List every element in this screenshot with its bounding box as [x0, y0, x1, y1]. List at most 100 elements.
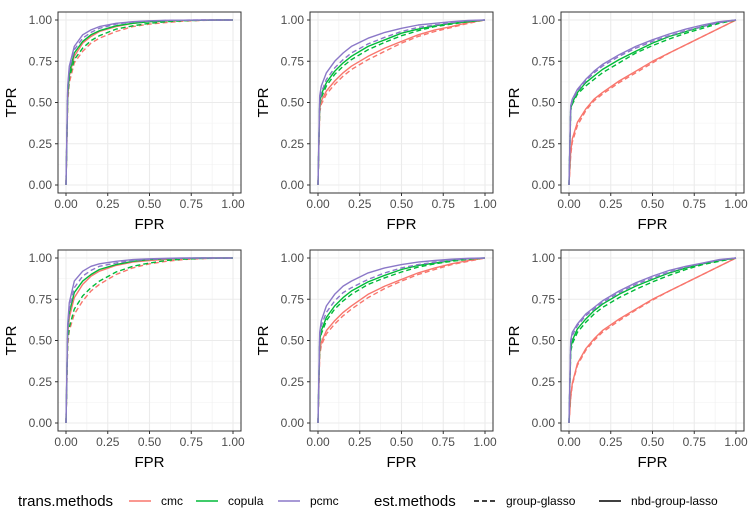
panel-2: 0.00 0.25 0.50 0.75 1.00 0.00 0.25 0.50 0.75 1.00… [255, 11, 497, 233]
x-tick-label: 0.25 [348, 197, 372, 211]
panels: 0.00 0.25 0.50 0.75 1.00 0.00 0.25 0.50 0.75 1.00… [3, 11, 748, 471]
roc-line-pcmc-group-glasso [65, 19, 233, 186]
x-tick-label: 0.00 [306, 197, 330, 211]
x-axis-title: FPR [135, 216, 165, 233]
roc-line-copula-nbd-group-lasso [317, 257, 486, 424]
roc-line-pcmc-nbd-group-lasso [317, 19, 486, 186]
y-tick-label: 0.00 [29, 178, 53, 192]
roc-line-pcmc-nbd-group-lasso [568, 19, 737, 186]
roc-line-cmc-nbd-group-lasso [317, 257, 486, 424]
panel-6: 0.00 0.25 0.50 0.75 1.00 0.00 0.25 0.50 0.75 1.00… [506, 249, 748, 471]
legend-title-trans-methods: trans.methods [18, 493, 113, 510]
x-tick-label: 0.25 [599, 435, 623, 449]
y-tick-label: 0.25 [29, 137, 53, 151]
x-tick-label: 0.75 [180, 435, 204, 449]
x-tick-label: 1.00 [221, 197, 245, 211]
y-tick-label: 0.75 [29, 54, 53, 68]
x-axis-title: FPR [387, 454, 417, 471]
roc-line-pcmc-group-glasso [65, 257, 233, 424]
y-axis-title: TPR [255, 87, 272, 117]
x-tick-label: 0.75 [683, 197, 707, 211]
x-tick-label: 0.00 [54, 197, 78, 211]
y-tick-label: 0.25 [532, 137, 556, 151]
y-axis-title: TPR [3, 87, 20, 117]
y-tick-label: 1.00 [29, 13, 53, 27]
roc-line-cmc-group-glasso [568, 257, 737, 424]
y-axis-title: TPR [506, 87, 523, 117]
x-tick-label: 1.00 [473, 197, 497, 211]
x-tick-label: 0.50 [138, 435, 162, 449]
x-tick-label: 0.00 [306, 435, 330, 449]
y-tick-label: 0.00 [281, 416, 305, 430]
panel-5: 0.00 0.25 0.50 0.75 1.00 0.00 0.25 0.50 0.75 1.00… [255, 249, 497, 471]
x-tick-label: 0.00 [54, 435, 78, 449]
roc-line-copula-group-glasso [568, 19, 737, 186]
y-tick-label: 1.00 [532, 251, 556, 265]
y-tick-label: 0.75 [532, 54, 556, 68]
x-tick-label: 1.00 [724, 197, 748, 211]
roc-line-copula-group-glasso [568, 257, 737, 424]
legend-label-pcmc: pcmc [310, 494, 339, 508]
y-tick-label: 0.75 [29, 292, 53, 306]
legend-label-copula: copula [228, 494, 264, 508]
y-tick-label: 0.25 [281, 137, 305, 151]
y-tick-label: 1.00 [29, 251, 53, 265]
legend-title-est-methods: est.methods [374, 493, 456, 510]
x-tick-label: 0.25 [96, 435, 120, 449]
x-axis-title: FPR [638, 454, 668, 471]
y-tick-label: 0.25 [281, 375, 305, 389]
x-tick-label: 0.75 [683, 435, 707, 449]
y-tick-label: 0.75 [281, 292, 305, 306]
y-tick-label: 0.50 [29, 96, 53, 110]
y-tick-label: 0.00 [532, 416, 556, 430]
roc-line-cmc-nbd-group-lasso [317, 19, 486, 186]
y-axis-title: TPR [506, 325, 523, 355]
roc-line-pcmc-nbd-group-lasso [317, 257, 486, 424]
y-tick-label: 0.00 [532, 178, 556, 192]
x-tick-label: 0.50 [390, 435, 414, 449]
panel-1: 0.00 0.25 0.50 0.75 1.00 0.00 0.25 0.50 0.75 1.00… [3, 11, 245, 233]
y-tick-label: 0.50 [532, 96, 556, 110]
y-axis-title: TPR [3, 325, 20, 355]
legend-label-group-glasso: group-glasso [506, 494, 576, 508]
y-tick-label: 1.00 [281, 251, 305, 265]
roc-line-copula-group-glasso [317, 19, 486, 186]
x-tick-label: 1.00 [724, 435, 748, 449]
panel-3: 0.00 0.25 0.50 0.75 1.00 0.00 0.25 0.50 0.75 1.00… [506, 11, 748, 233]
legend-label-nbd-group-lasso: nbd-group-lasso [631, 494, 718, 508]
x-tick-label: 0.25 [96, 197, 120, 211]
x-tick-label: 0.00 [557, 197, 581, 211]
legend: trans.methods cmc copula pcmc est.methods gro… [18, 493, 718, 510]
x-tick-label: 0.50 [138, 197, 162, 211]
y-tick-label: 0.50 [532, 334, 556, 348]
panel-4: 0.00 0.25 0.50 0.75 1.00 0.00 0.25 0.50 0.75 1.00… [3, 249, 245, 471]
x-tick-label: 1.00 [473, 435, 497, 449]
roc-line-cmc-group-glasso [65, 19, 234, 186]
x-tick-label: 0.00 [557, 435, 581, 449]
y-tick-label: 0.25 [29, 375, 53, 389]
y-tick-label: 0.75 [281, 54, 305, 68]
roc-line-cmc-group-glasso [317, 19, 486, 186]
y-tick-label: 1.00 [532, 13, 556, 27]
roc-line-pcmc-group-glasso [568, 257, 737, 424]
legend-label-cmc: cmc [161, 494, 183, 508]
x-axis-title: FPR [387, 216, 417, 233]
x-tick-label: 0.75 [180, 197, 204, 211]
roc-line-copula-group-glasso [317, 257, 486, 424]
y-tick-label: 0.00 [281, 178, 305, 192]
roc-line-pcmc-group-glasso [568, 19, 737, 186]
y-tick-label: 0.75 [532, 292, 556, 306]
x-tick-label: 0.75 [432, 197, 456, 211]
roc-line-copula-nbd-group-lasso [317, 19, 486, 186]
x-tick-label: 0.75 [432, 435, 456, 449]
roc-line-cmc-group-glasso [568, 19, 737, 186]
x-tick-label: 0.25 [599, 197, 623, 211]
roc-line-cmc-group-glasso [317, 257, 486, 424]
x-tick-label: 1.00 [221, 435, 245, 449]
roc-line-pcmc-group-glasso [317, 19, 486, 186]
x-axis-title: FPR [638, 216, 668, 233]
y-tick-label: 0.50 [281, 96, 305, 110]
x-tick-label: 0.50 [641, 197, 665, 211]
y-tick-label: 1.00 [281, 13, 305, 27]
